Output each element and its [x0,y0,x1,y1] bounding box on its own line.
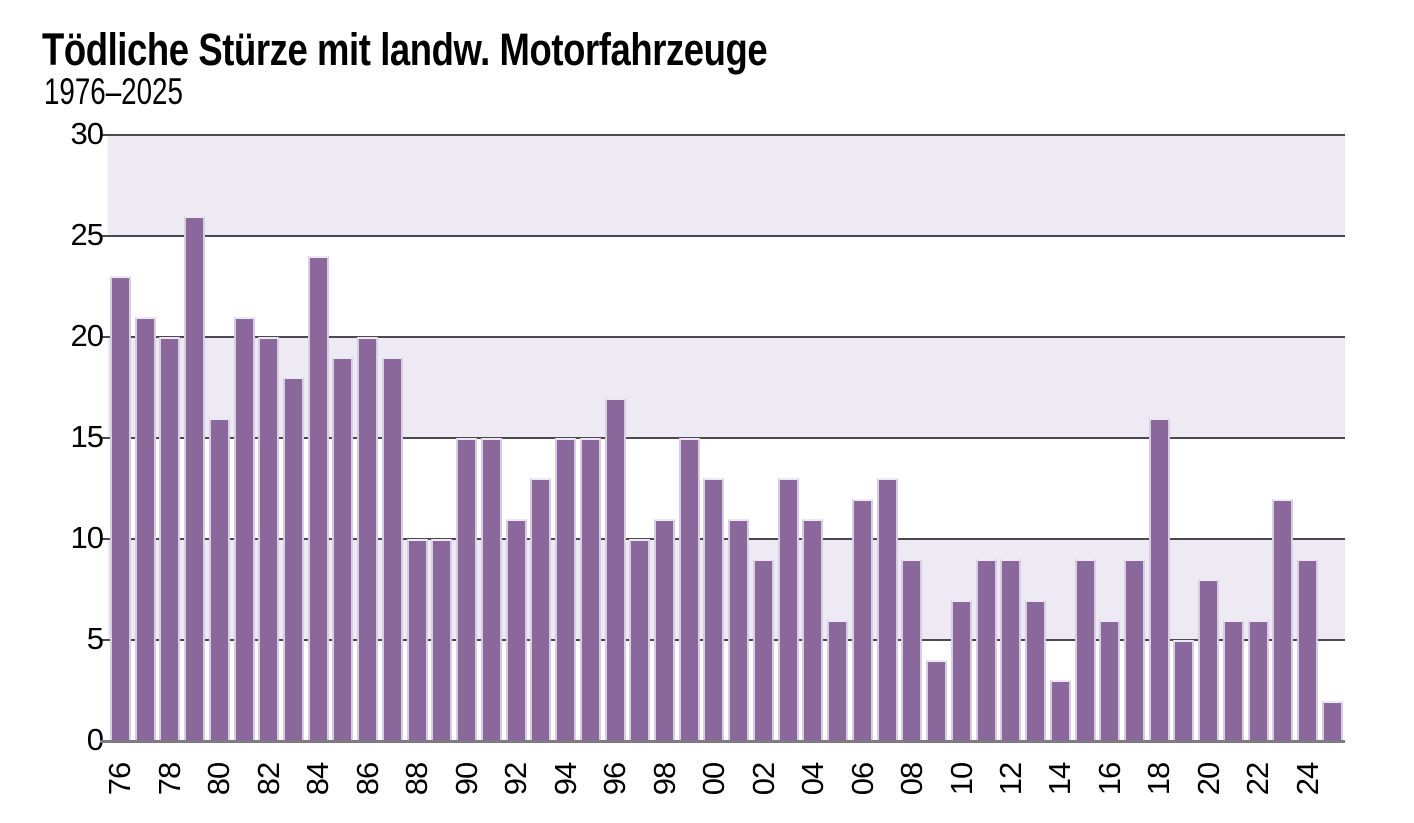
x-tick-label-04: 04 [795,762,831,796]
bar-1984 [307,256,329,741]
bar-2023 [1272,498,1294,741]
bar-2020 [1198,579,1220,741]
bar-1989 [431,539,453,741]
bar-2022 [1247,619,1269,741]
bar-2016 [1099,619,1121,741]
x-tick-label-80: 80 [201,762,237,796]
bar-1988 [406,539,428,741]
x-tick-label-06: 06 [844,762,880,796]
bar-1990 [456,438,478,741]
bar-1997 [629,539,651,741]
bar-2017 [1123,559,1145,741]
bar-1993 [530,478,552,741]
bar-1987 [381,357,403,741]
y-tick-label-20: 20 [70,318,104,353]
bar-2011 [975,559,997,741]
x-tick-label-00: 00 [696,762,732,796]
x-tick-label-12: 12 [993,762,1028,796]
bar-1995 [579,438,601,741]
bar-2021 [1222,619,1244,741]
bar-2006 [851,498,873,741]
bar-1986 [357,337,379,741]
x-tick-label-08: 08 [894,762,930,796]
bar-2025 [1321,700,1343,741]
x-tick-label-78: 78 [151,762,187,796]
bar-2014 [1049,680,1071,741]
bar-1977 [134,316,156,741]
plot-area [100,134,1345,743]
bar-1983 [283,377,304,741]
bar-2003 [777,478,799,741]
bar-2009 [926,660,948,741]
x-tick-label-88: 88 [399,762,435,796]
y-tick-label-25: 25 [70,217,104,252]
bar-1978 [159,337,181,741]
chart-title: Tödliche Stürze mit landw. Motorfahrzeug… [42,24,768,75]
bar-1976 [109,276,131,741]
x-tick-label-92: 92 [498,762,534,796]
x-tick-label-90: 90 [448,762,484,796]
bar-1985 [332,357,354,741]
bar-2013 [1025,599,1047,741]
y-tick-label-30: 30 [70,116,104,151]
bar-2002 [752,559,774,741]
x-tick-label-14: 14 [1042,762,1078,796]
bar-2012 [1000,559,1022,741]
bar-series [108,135,1345,741]
bar-1998 [654,518,676,741]
bar-1980 [208,417,230,741]
x-tick-label-10: 10 [943,762,979,796]
x-tick-label-84: 84 [300,762,336,796]
bar-1981 [233,316,255,741]
x-tick-label-02: 02 [745,762,781,796]
bar-1982 [258,337,280,741]
x-tick-label-16: 16 [1091,762,1127,796]
gridline-20 [100,336,1345,338]
x-tick-label-24: 24 [1289,762,1325,796]
y-tick-label-10: 10 [70,520,104,555]
gridline-25 [100,235,1345,237]
bar-2018 [1148,417,1170,741]
bar-2000 [703,478,725,741]
chart-subtitle: 1976–2025 [44,71,183,112]
bar-1994 [555,438,577,741]
x-tick-label-96: 96 [597,762,633,796]
x-tick-label-20: 20 [1190,762,1226,796]
bar-2019 [1173,640,1195,741]
x-axis-line [100,740,1345,743]
bar-1996 [604,397,626,741]
bar-2007 [876,478,898,741]
bar-2010 [950,599,972,741]
y-tick-label-15: 15 [70,419,104,454]
y-tick-label-5: 5 [86,621,104,656]
bar-2015 [1074,559,1096,741]
bar-2005 [827,619,849,741]
x-tick-label-18: 18 [1141,762,1177,796]
bar-1991 [480,438,502,741]
bar-2008 [901,559,923,741]
bar-1992 [505,518,527,741]
x-tick-label-98: 98 [646,762,682,796]
x-tick-label-82: 82 [250,762,286,796]
gridline-30 [100,134,1345,136]
bar-2024 [1297,559,1319,741]
x-tick-label-94: 94 [547,762,583,796]
x-tick-label-22: 22 [1240,762,1276,796]
x-tick-label-86: 86 [349,762,385,796]
y-tick-label-0: 0 [86,722,104,757]
bar-2004 [802,518,824,741]
bar-2001 [728,518,750,741]
bar-1999 [678,438,700,741]
gridline-15 [100,437,1345,439]
x-tick-label-76: 76 [102,762,138,796]
bar-1979 [184,215,206,741]
